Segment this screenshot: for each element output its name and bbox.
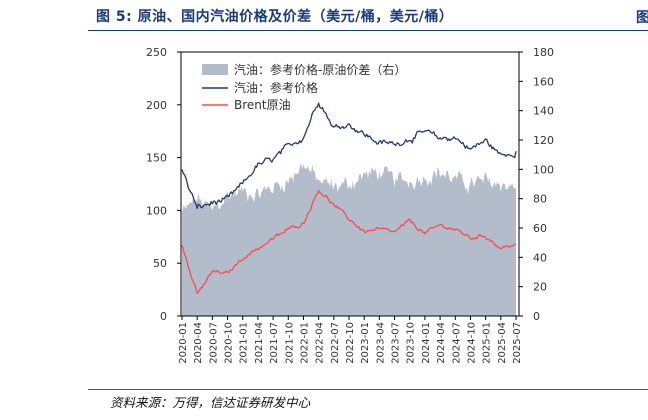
brent-crude-line (181, 189, 517, 295)
x-axis-tick-label: 2024-10 (466, 322, 477, 364)
x-axis-tick-label: 2024-04 (436, 322, 447, 364)
x-axis-tick-label: 2025-07 (512, 322, 523, 364)
x-axis-tick-label: 2020-07 (208, 322, 219, 364)
legend-swatch-spread (202, 64, 228, 75)
next-figure-label-fragment: 图 (636, 10, 648, 26)
x-axis-tick-label: 2021-01 (239, 322, 250, 364)
x-axis-tick-label: 2021-07 (269, 322, 280, 364)
x-axis-tick-label: 2022-10 (345, 322, 356, 364)
left-axis-tick-label: 50 (153, 257, 167, 270)
right-axis-tick-label: 160 (533, 75, 554, 88)
x-axis-tick-label: 2021-10 (284, 322, 295, 364)
x-axis-tick-label: 2023-10 (406, 322, 417, 364)
left-axis-tick-label: 100 (146, 204, 167, 217)
figure-title: 图 5: 原油、国内汽油价格及价差（美元/桶，美元/桶） (96, 9, 454, 25)
left-axis-tick-label: 150 (146, 152, 167, 165)
gasoline-price-line (181, 102, 517, 210)
x-axis-tick-label: 2020-01 (178, 322, 189, 364)
source-note: 资料来源：万得，信达证券研发中心 (110, 395, 311, 410)
x-axis-tick-label: 2024-07 (451, 322, 462, 364)
x-axis-tick-label: 2025-01 (482, 322, 493, 364)
legend-label-gasoline: 汽油：参考价格 (234, 80, 318, 95)
left-axis-tick-label: 0 (160, 310, 167, 323)
right-axis-tick-label: 140 (533, 105, 554, 118)
right-axis-tick-label: 20 (533, 281, 547, 294)
x-axis-tick-label: 2024-01 (421, 322, 432, 364)
legend-label-brent: Brent原油 (234, 98, 291, 112)
source-divider (88, 389, 648, 390)
x-axis-tick-label: 2022-04 (315, 322, 326, 364)
right-axis-tick-label: 60 (533, 222, 547, 235)
left-axis-tick-label: 250 (146, 46, 167, 59)
plot-frame (180, 51, 520, 317)
title-divider (88, 30, 648, 31)
x-axis-tick-label: 2025-04 (497, 322, 508, 364)
x-axis-tick-label: 2021-04 (254, 322, 265, 364)
legend-label-spread: 汽油：参考价格-原油价差（右） (234, 62, 406, 77)
right-axis-tick-label: 40 (533, 251, 547, 264)
right-axis-tick-label: 180 (533, 46, 554, 59)
left-axis-tick-label: 200 (146, 99, 167, 112)
x-axis-tick-label: 2020-04 (193, 322, 204, 364)
x-axis-tick-label: 2022-07 (330, 322, 341, 364)
right-axis-tick-label: 80 (533, 193, 547, 206)
x-axis-tick-label: 2022-01 (299, 322, 310, 364)
x-axis-tick-label: 2020-10 (224, 322, 235, 364)
right-axis-tick-label: 120 (533, 134, 554, 147)
right-axis-tick-label: 100 (533, 163, 554, 176)
x-axis-tick-label: 2023-01 (360, 322, 371, 364)
spread-area-series (182, 162, 516, 316)
x-axis-tick-label: 2023-04 (375, 322, 386, 364)
right-axis-tick-label: 0 (533, 310, 540, 323)
x-axis-tick-label: 2023-07 (391, 322, 402, 364)
